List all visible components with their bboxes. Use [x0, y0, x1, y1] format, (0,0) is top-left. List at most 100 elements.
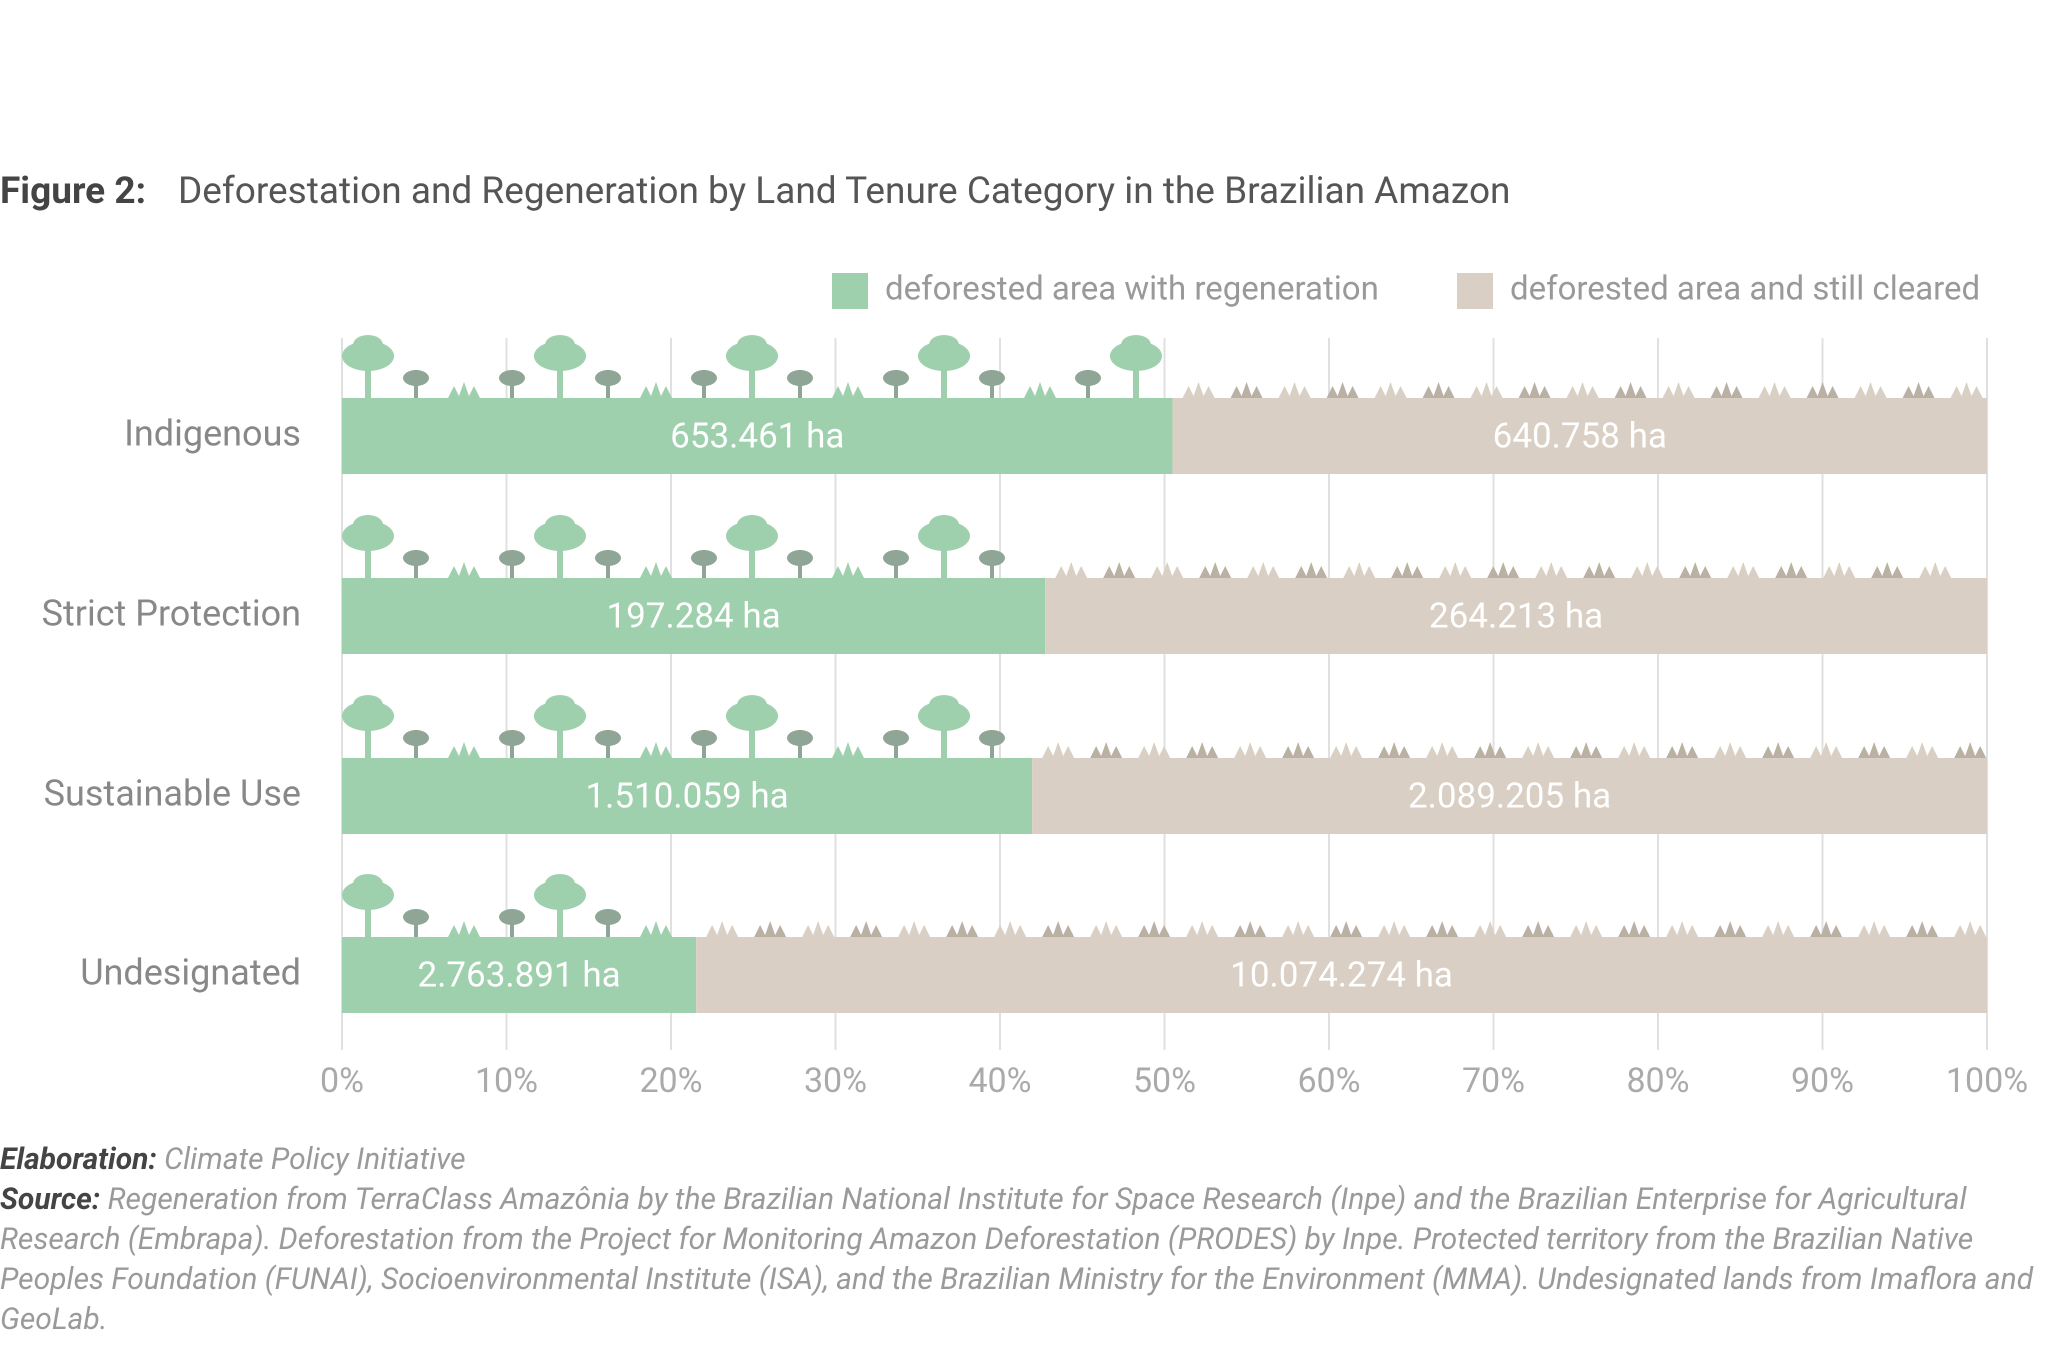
tree-icon: [918, 695, 970, 758]
shrub-crown: [883, 370, 909, 386]
source-label: Source:: [0, 1182, 101, 1217]
grass-icon: [1570, 921, 1603, 937]
tree-trunk: [557, 364, 563, 398]
grass-icon: [1090, 921, 1123, 937]
grass-icon: [754, 921, 787, 937]
shrub-icon: [883, 730, 909, 758]
y-tick-label: Undesignated: [80, 952, 301, 994]
grass-icon: [706, 921, 739, 937]
bar-segment: [1172, 398, 1987, 474]
tree-trunk: [749, 544, 755, 578]
shrub-icon: [979, 550, 1005, 578]
tree-icon: [534, 695, 586, 758]
grass-icon: [1090, 742, 1123, 758]
x-tick-label: 100%: [1946, 1061, 2028, 1101]
grass-icon: [1378, 921, 1411, 937]
y-tick-label: Strict Protection: [42, 593, 301, 635]
grass-icon: [1854, 382, 1887, 398]
grass-icon: [1662, 382, 1695, 398]
bar-segment: [342, 578, 1046, 654]
grass-icon: [1810, 921, 1843, 937]
shrub-crown: [403, 909, 429, 925]
grass-icon: [1710, 382, 1743, 398]
grass-icon: [1614, 382, 1647, 398]
bar-segment: [1045, 578, 1987, 654]
grass-icon: [1391, 562, 1424, 578]
shrub-icon: [595, 730, 621, 758]
tree-icon: [534, 335, 586, 398]
shrub-stem: [990, 562, 994, 578]
grass-icon: [1762, 921, 1795, 937]
shrub-crown: [595, 550, 621, 566]
shrub-icon: [595, 550, 621, 578]
grass-icon: [1858, 742, 1891, 758]
tree-crown: [545, 335, 575, 355]
grass-icon: [1234, 921, 1267, 937]
tree-crown: [353, 695, 383, 715]
tree-trunk: [365, 544, 371, 578]
tree-crown: [545, 515, 575, 535]
grass-icon: [1618, 921, 1651, 937]
shrub-icon: [403, 730, 429, 758]
legend-swatch: [1457, 273, 1493, 309]
tree-crown: [1121, 335, 1151, 355]
shrub-stem: [894, 382, 898, 398]
grass-icon: [1762, 742, 1795, 758]
grass-icon: [1247, 562, 1280, 578]
grass-icon: [1426, 921, 1459, 937]
tree-crown: [737, 335, 767, 355]
grass-icon: [1950, 382, 1983, 398]
chart-title: Deforestation and Regeneration by Land T…: [178, 170, 1511, 213]
grass-icon: [1186, 742, 1219, 758]
shrub-crown: [595, 730, 621, 746]
tree-crown: [929, 335, 959, 355]
source: Source: Regeneration from TerraClass Ama…: [0, 1180, 2050, 1340]
grass-icon: [802, 921, 835, 937]
grass-icon: [994, 921, 1027, 937]
tree-icon: [342, 515, 394, 578]
footnotes: Elaboration: Climate Policy Initiative S…: [0, 1140, 2050, 1340]
bar-segment: [342, 758, 1033, 834]
grass-icon: [1919, 562, 1952, 578]
grass-icon: [1439, 562, 1472, 578]
grass-icon: [1714, 742, 1747, 758]
grass-icon: [1727, 562, 1760, 578]
grass-icon: [1343, 562, 1376, 578]
y-tick-label: Indigenous: [124, 413, 301, 455]
grass-icon: [1426, 742, 1459, 758]
grass-icon: [640, 382, 672, 398]
grass-icon: [1282, 921, 1315, 937]
tree-trunk: [557, 544, 563, 578]
shrub-icon: [595, 909, 621, 937]
legend-label: deforested area and still cleared: [1510, 270, 1980, 309]
tree-trunk: [941, 364, 947, 398]
tree-icon: [342, 335, 394, 398]
shrub-crown: [499, 550, 525, 566]
tree-icon: [918, 335, 970, 398]
grass-icon: [1234, 742, 1267, 758]
grass-icon: [1138, 921, 1171, 937]
source-text: Regeneration from TerraClass Amazônia by…: [0, 1182, 2034, 1337]
shrub-crown: [499, 370, 525, 386]
shrub-crown: [691, 370, 717, 386]
tree-icon: [726, 695, 778, 758]
shrub-stem: [510, 562, 514, 578]
shrub-stem: [990, 742, 994, 758]
shrub-stem: [414, 562, 418, 578]
value-label: 2.763.891 ha: [417, 954, 620, 995]
grass-icon: [1230, 382, 1263, 398]
grass-icon: [1138, 742, 1171, 758]
grass-icon: [1422, 382, 1455, 398]
value-label: 264.213 ha: [1429, 595, 1603, 636]
tree-crown: [929, 515, 959, 535]
grass-icon: [640, 562, 672, 578]
grass-icon: [832, 562, 864, 578]
grass-icon: [1282, 742, 1315, 758]
grass-icon: [1470, 382, 1503, 398]
shrub-icon: [979, 370, 1005, 398]
grass-icon: [1902, 382, 1935, 398]
tree-icon: [726, 515, 778, 578]
x-tick-label: 30%: [804, 1061, 867, 1101]
x-tick-label: 40%: [968, 1061, 1031, 1101]
grass-icon: [1378, 742, 1411, 758]
